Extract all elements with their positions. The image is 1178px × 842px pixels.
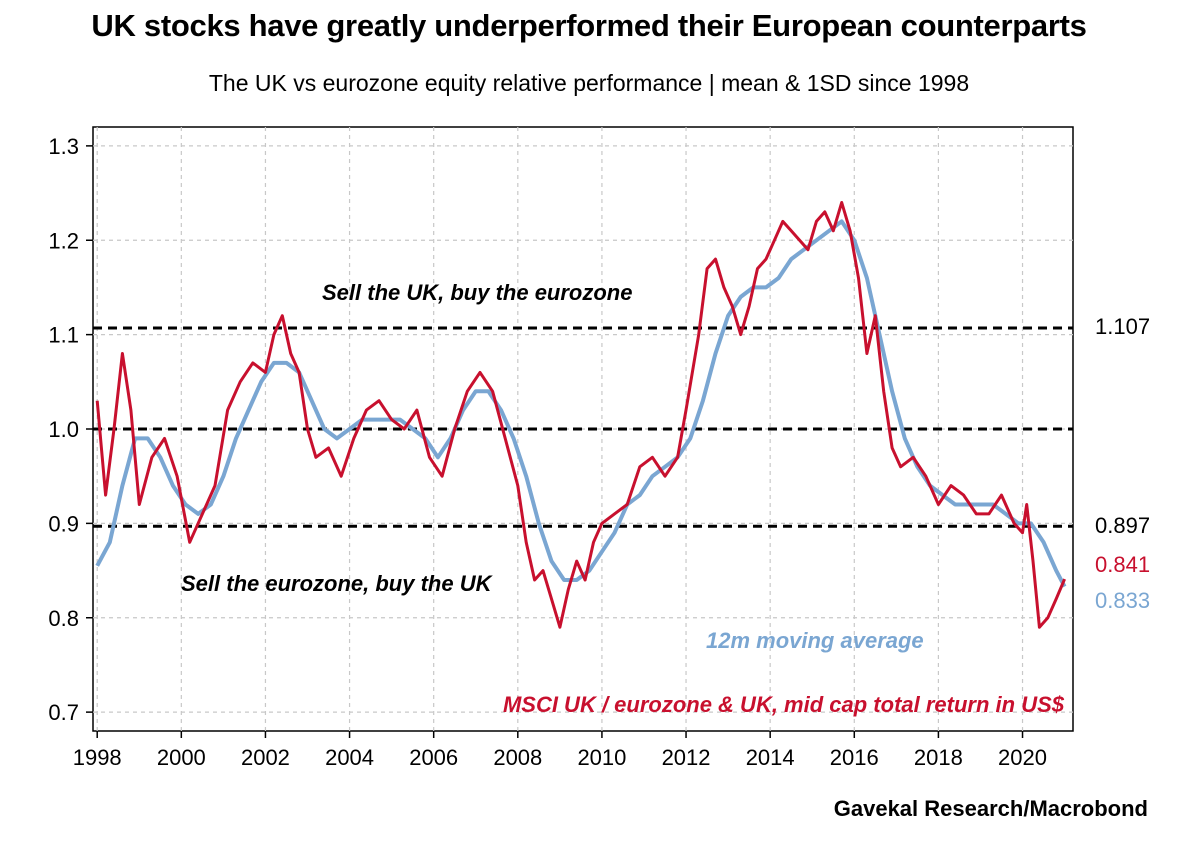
y-axis: 0.7 0.8 0.9 1.0 1.1 1.2 1.3 — [48, 134, 93, 725]
x-tick-label: 2014 — [746, 745, 795, 770]
x-tick-label: 2004 — [325, 745, 374, 770]
chart-title: UK stocks have greatly underperformed th… — [91, 8, 1087, 43]
series-line-msci-ratio — [95, 201, 1066, 629]
ref-label-upper: 1.107 — [1095, 314, 1150, 339]
x-tick-label: 1998 — [73, 745, 122, 770]
y-tick-label: 0.8 — [48, 606, 79, 631]
annotation-sell-uk: Sell the UK, buy the eurozone — [322, 280, 632, 305]
ref-label-lower: 0.897 — [1095, 513, 1150, 538]
x-tick-label: 2006 — [409, 745, 458, 770]
annotation-moving-average: 12m moving average — [706, 628, 924, 653]
y-tick-label: 1.1 — [48, 323, 79, 348]
end-label-moving-average: 0.833 — [1095, 588, 1150, 613]
end-label-msci: 0.841 — [1095, 552, 1150, 577]
source-credit: Gavekal Research/Macrobond — [833, 796, 1148, 821]
x-tick-label: 2018 — [914, 745, 963, 770]
reference-lines — [93, 326, 1073, 528]
y-tick-label: 1.0 — [48, 417, 79, 442]
series-line-moving-average — [95, 219, 1067, 588]
x-tick-label: 2008 — [493, 745, 542, 770]
x-axis: 1998 2000 2002 2004 2006 2008 2010 2012 2014 2016… — [73, 731, 1047, 770]
y-tick-label: 1.3 — [48, 134, 79, 159]
annotation-sell-eurozone: Sell the eurozone, buy the UK — [181, 571, 494, 596]
x-tick-label: 2016 — [830, 745, 879, 770]
y-tick-label: 0.9 — [48, 511, 79, 536]
x-tick-label: 2000 — [157, 745, 206, 770]
y-tick-label: 1.2 — [48, 228, 79, 253]
chart-subtitle: The UK vs eurozone equity relative perfo… — [208, 70, 970, 96]
y-tick-label: 0.7 — [48, 700, 79, 725]
x-tick-label: 2002 — [241, 745, 290, 770]
x-tick-label: 2012 — [662, 745, 711, 770]
x-tick-label: 2010 — [577, 745, 626, 770]
x-tick-label: 2020 — [998, 745, 1047, 770]
annotation-series-name: MSCI UK / eurozone & UK, mid cap total r… — [503, 692, 1065, 717]
